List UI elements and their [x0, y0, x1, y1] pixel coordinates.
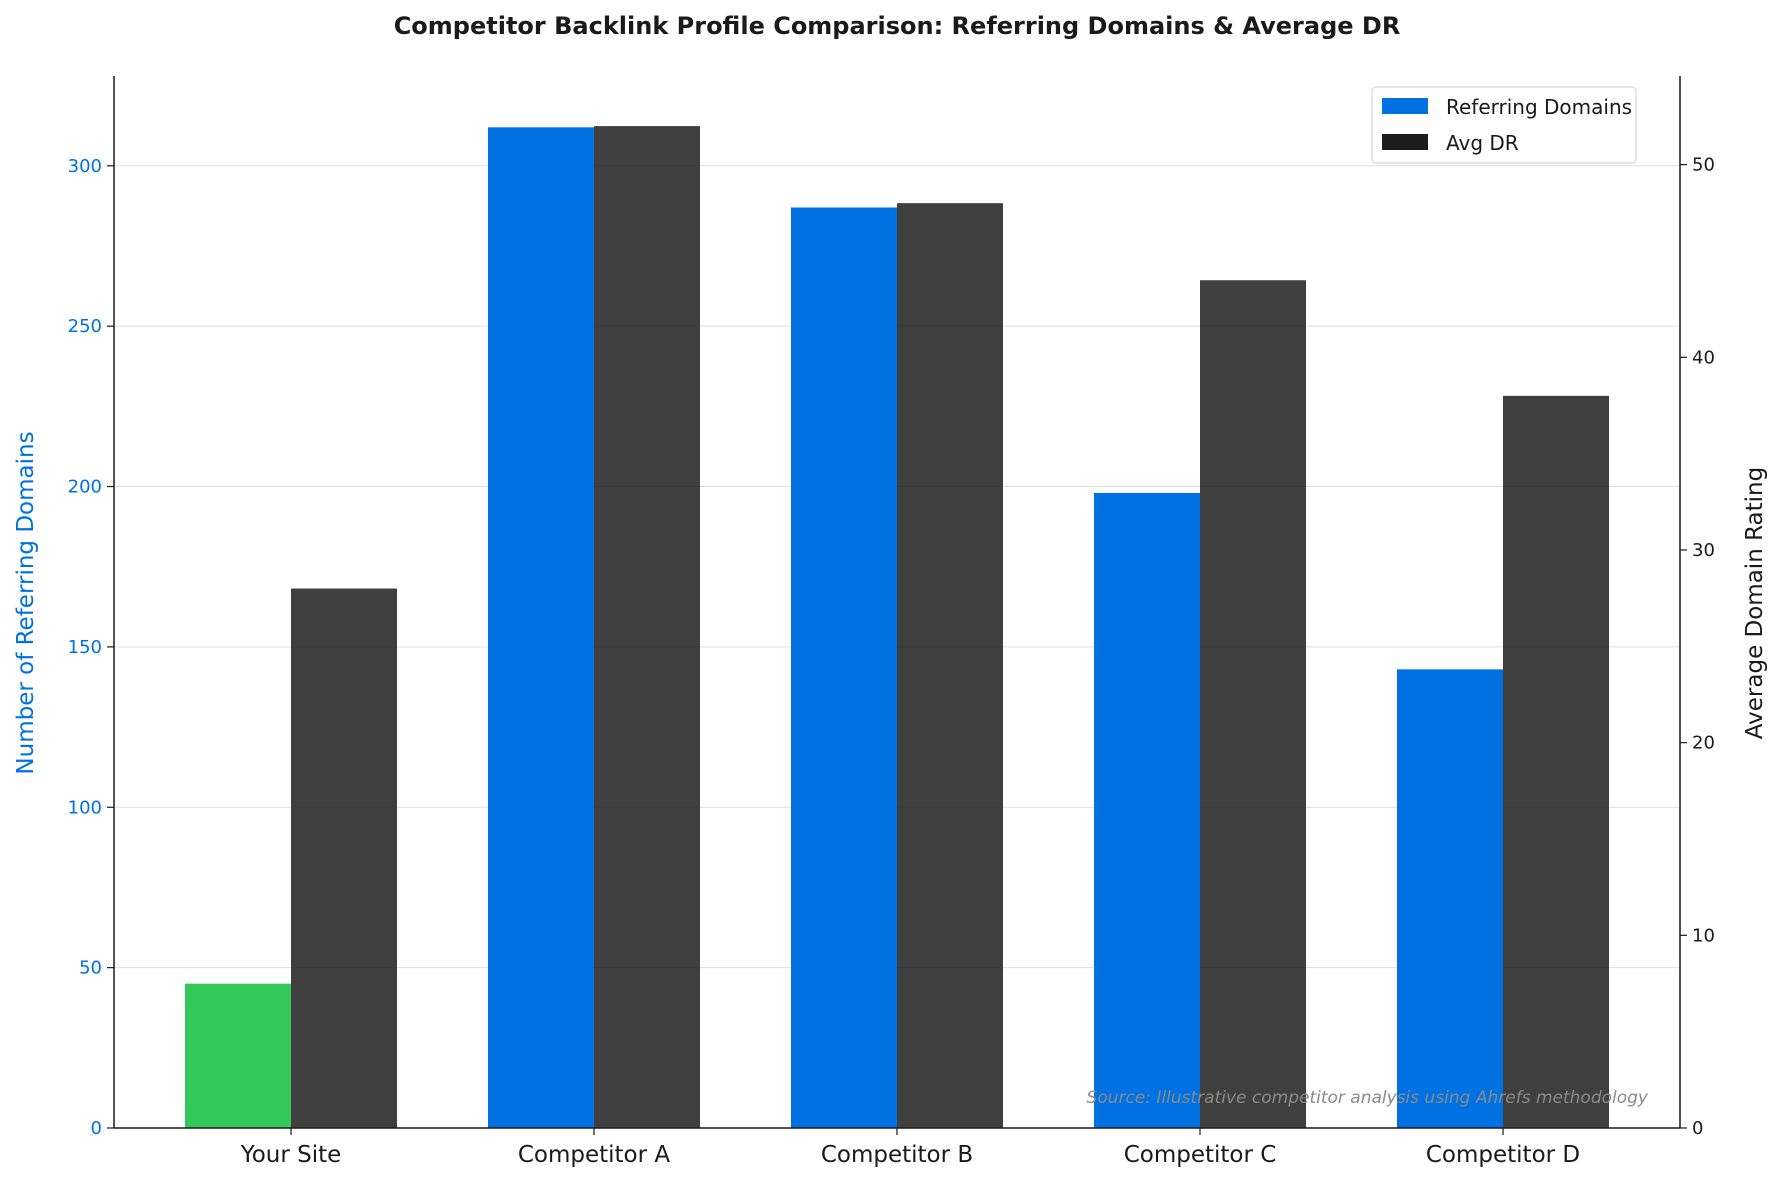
- y-tick-left-label: 250: [68, 316, 102, 337]
- legend: Referring Domains Avg DR: [1371, 86, 1637, 164]
- y-tick-right-label: 10: [1692, 925, 1715, 946]
- bar-referring-domains: [185, 983, 291, 1128]
- y-tick-left-label: 0: [91, 1118, 102, 1139]
- y-tick-left-label: 50: [79, 958, 102, 979]
- y-axis-label-left: Number of Referring Domains: [13, 431, 39, 774]
- x-tick-label: Competitor D: [1426, 1142, 1580, 1168]
- y-tick-left-label: 150: [68, 637, 102, 658]
- bar-referring-domains: [1094, 492, 1200, 1128]
- legend-frame: [1371, 86, 1637, 164]
- legend-swatch-avg-dr: [1382, 134, 1428, 150]
- legend-swatch-referring-domains: [1382, 98, 1428, 114]
- chart-title: Competitor Backlink Profile Comparison: …: [394, 12, 1401, 40]
- y-tick-left-label: 300: [68, 156, 102, 177]
- legend-label-avg-dr: Avg DR: [1446, 131, 1519, 155]
- y-tick-left-label: 100: [68, 797, 102, 818]
- y-tick-right-label: 40: [1692, 347, 1715, 368]
- legend-label-referring-domains: Referring Domains: [1446, 95, 1632, 119]
- x-tick-label: Competitor C: [1124, 1142, 1277, 1168]
- bar-referring-domains: [1397, 669, 1503, 1128]
- bar-avg-dr: [1503, 395, 1609, 1128]
- y-axis-label-right: Average Domain Rating: [1742, 467, 1768, 739]
- bars: [185, 126, 1609, 1129]
- bar-referring-domains: [791, 207, 897, 1128]
- ticks: 0 50 100 150 200 250 300 0 10 20 30 40 50 Your Site Co…: [68, 155, 1715, 1168]
- bar-avg-dr: [897, 203, 1003, 1128]
- y-tick-left-label: 200: [68, 477, 102, 498]
- source-annotation: Source: Illustrative competitor analysis…: [1087, 1088, 1649, 1108]
- bar-avg-dr: [594, 126, 700, 1129]
- y-tick-right-label: 20: [1692, 733, 1715, 754]
- y-tick-right-label: 50: [1692, 155, 1715, 176]
- x-tick-label: Competitor B: [821, 1142, 973, 1168]
- x-tick-label: Competitor A: [518, 1142, 671, 1168]
- x-tick-label: Your Site: [240, 1142, 342, 1168]
- y-tick-right-label: 30: [1692, 540, 1715, 561]
- y-tick-right-label: 0: [1692, 1118, 1703, 1139]
- bar-referring-domains: [488, 127, 594, 1128]
- bar-avg-dr: [1200, 280, 1306, 1128]
- bar-avg-dr: [291, 588, 397, 1128]
